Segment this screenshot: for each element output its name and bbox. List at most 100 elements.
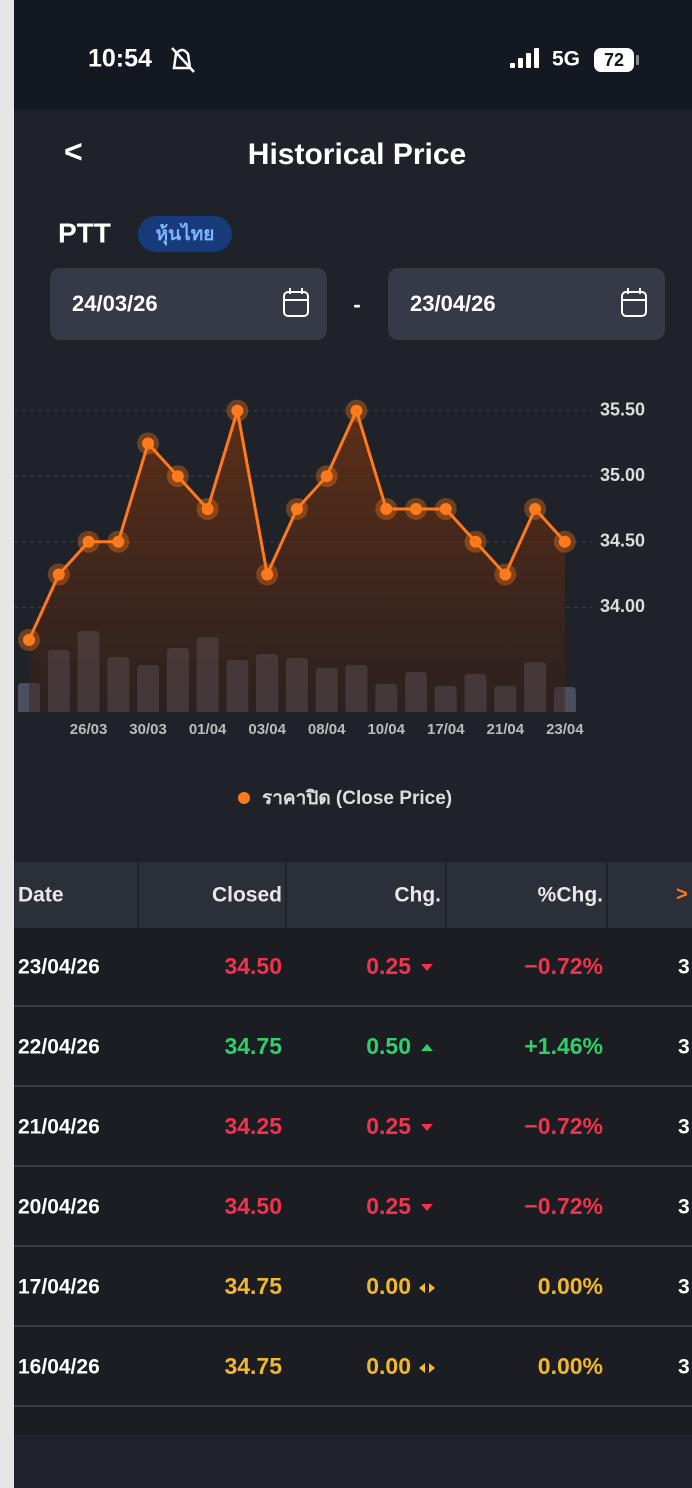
bottom-bar (14, 1435, 692, 1488)
date: 23/04/26 (18, 956, 100, 979)
date: 22/04/26 (18, 1036, 100, 1059)
percent-change: 0.00% (538, 1273, 603, 1299)
symbol: PTT (58, 217, 111, 248)
date: 21/04/26 (18, 1116, 100, 1139)
x-tick-label: 17/04 (427, 721, 465, 738)
point (142, 437, 155, 450)
legend-marker (238, 792, 250, 804)
chart: 34.00 34.50 35.00 35.50 26/03 30/03 01/04 03/04… (14, 399, 645, 738)
area (29, 410, 565, 712)
point (23, 633, 35, 646)
change: 0.50 (366, 1033, 411, 1059)
percent-change: 0.00% (538, 1353, 603, 1379)
percent-change: −0.72% (524, 1193, 603, 1219)
time: 10:54 (88, 45, 152, 73)
point (558, 535, 571, 548)
y-tick-label: 35.50 (600, 399, 645, 419)
trend-icon (421, 1044, 433, 1051)
point (261, 568, 274, 581)
change: 0.25 (366, 1193, 411, 1219)
x-tick-label: 01/04 (189, 721, 227, 738)
more-columns[interactable]: > (676, 883, 688, 905)
next-column: 3 (678, 956, 690, 979)
closed: 34.50 (224, 953, 282, 979)
next-column: 3 (678, 1196, 690, 1219)
change: 0.25 (366, 1113, 411, 1139)
date-separator: - (353, 292, 360, 317)
trend-icon (421, 1124, 433, 1131)
next-column: 3 (678, 1116, 690, 1139)
point (499, 568, 512, 581)
trend-icon (419, 1283, 435, 1293)
change: 0.00 (366, 1273, 411, 1299)
date: 16/04/26 (18, 1356, 100, 1379)
x-tick-label: 21/04 (487, 721, 525, 738)
battery (594, 48, 634, 72)
percent-change: −0.72% (524, 1113, 603, 1139)
next-column: 3 (678, 1036, 690, 1059)
point (52, 568, 65, 581)
start-date: 24/03/26 (72, 291, 158, 316)
point (82, 535, 95, 548)
point (469, 535, 482, 548)
date: 20/04/26 (18, 1196, 100, 1219)
next-column: 3 (678, 1356, 690, 1379)
battery-tip (636, 55, 639, 65)
column-header: Closed (212, 884, 282, 907)
point (410, 502, 423, 515)
end-date: 23/04/26 (410, 291, 496, 316)
badge-text: หุ้นไทย (156, 222, 215, 246)
closed: 34.75 (224, 1353, 282, 1379)
change: 0.00 (366, 1353, 411, 1379)
status-bar (14, 0, 692, 110)
next-column: 3 (678, 1276, 690, 1299)
trend-icon (421, 964, 433, 971)
closed: 34.50 (224, 1193, 282, 1219)
change: 0.25 (366, 953, 411, 979)
x-tick-label: 08/04 (308, 721, 346, 738)
calendar-icon (283, 288, 647, 317)
closed: 34.25 (224, 1113, 282, 1139)
date: 17/04/26 (18, 1276, 100, 1299)
mute-icon (171, 47, 195, 73)
point (529, 502, 542, 515)
y-tick-label: 34.50 (600, 530, 645, 550)
column-header: Chg. (394, 884, 441, 907)
closed: 34.75 (224, 1273, 282, 1299)
x-tick-label: 30/03 (129, 721, 167, 738)
point (439, 502, 452, 515)
page-title: Historical Price (248, 138, 466, 171)
y-tick-label: 35.00 (600, 465, 645, 485)
point (350, 404, 363, 417)
point (380, 502, 393, 515)
start-date-input[interactable] (50, 268, 327, 340)
y-tick-label: 34.00 (600, 596, 645, 616)
end-date-input[interactable] (388, 268, 665, 340)
network: 5G (552, 48, 580, 71)
closed: 34.75 (224, 1033, 282, 1059)
table-header (14, 862, 692, 928)
signal-icon (510, 48, 539, 68)
point (231, 404, 244, 417)
point (320, 470, 333, 483)
table-body (14, 928, 692, 1435)
point (201, 502, 214, 515)
column-header: %Chg. (538, 884, 603, 907)
percent-change: −0.72% (524, 953, 603, 979)
trend-icon (419, 1363, 435, 1373)
battery-level: 72 (604, 50, 624, 70)
legend-label: ราคาปิด (Close Price) (262, 788, 452, 809)
column-header: Date (18, 884, 64, 907)
x-tick-label: 10/04 (367, 721, 405, 738)
percent-change: +1.46% (524, 1033, 603, 1059)
badge (138, 216, 232, 252)
point (112, 535, 125, 548)
backdrop (0, 0, 14, 1488)
x-tick-label: 23/04 (546, 721, 584, 738)
trend-icon (421, 1204, 433, 1211)
back-button[interactable]: < (64, 133, 83, 169)
table: Date Closed Chg. %Chg. >23/04/26 34.50 0.25 −0.… (14, 862, 692, 1407)
point (171, 470, 184, 483)
